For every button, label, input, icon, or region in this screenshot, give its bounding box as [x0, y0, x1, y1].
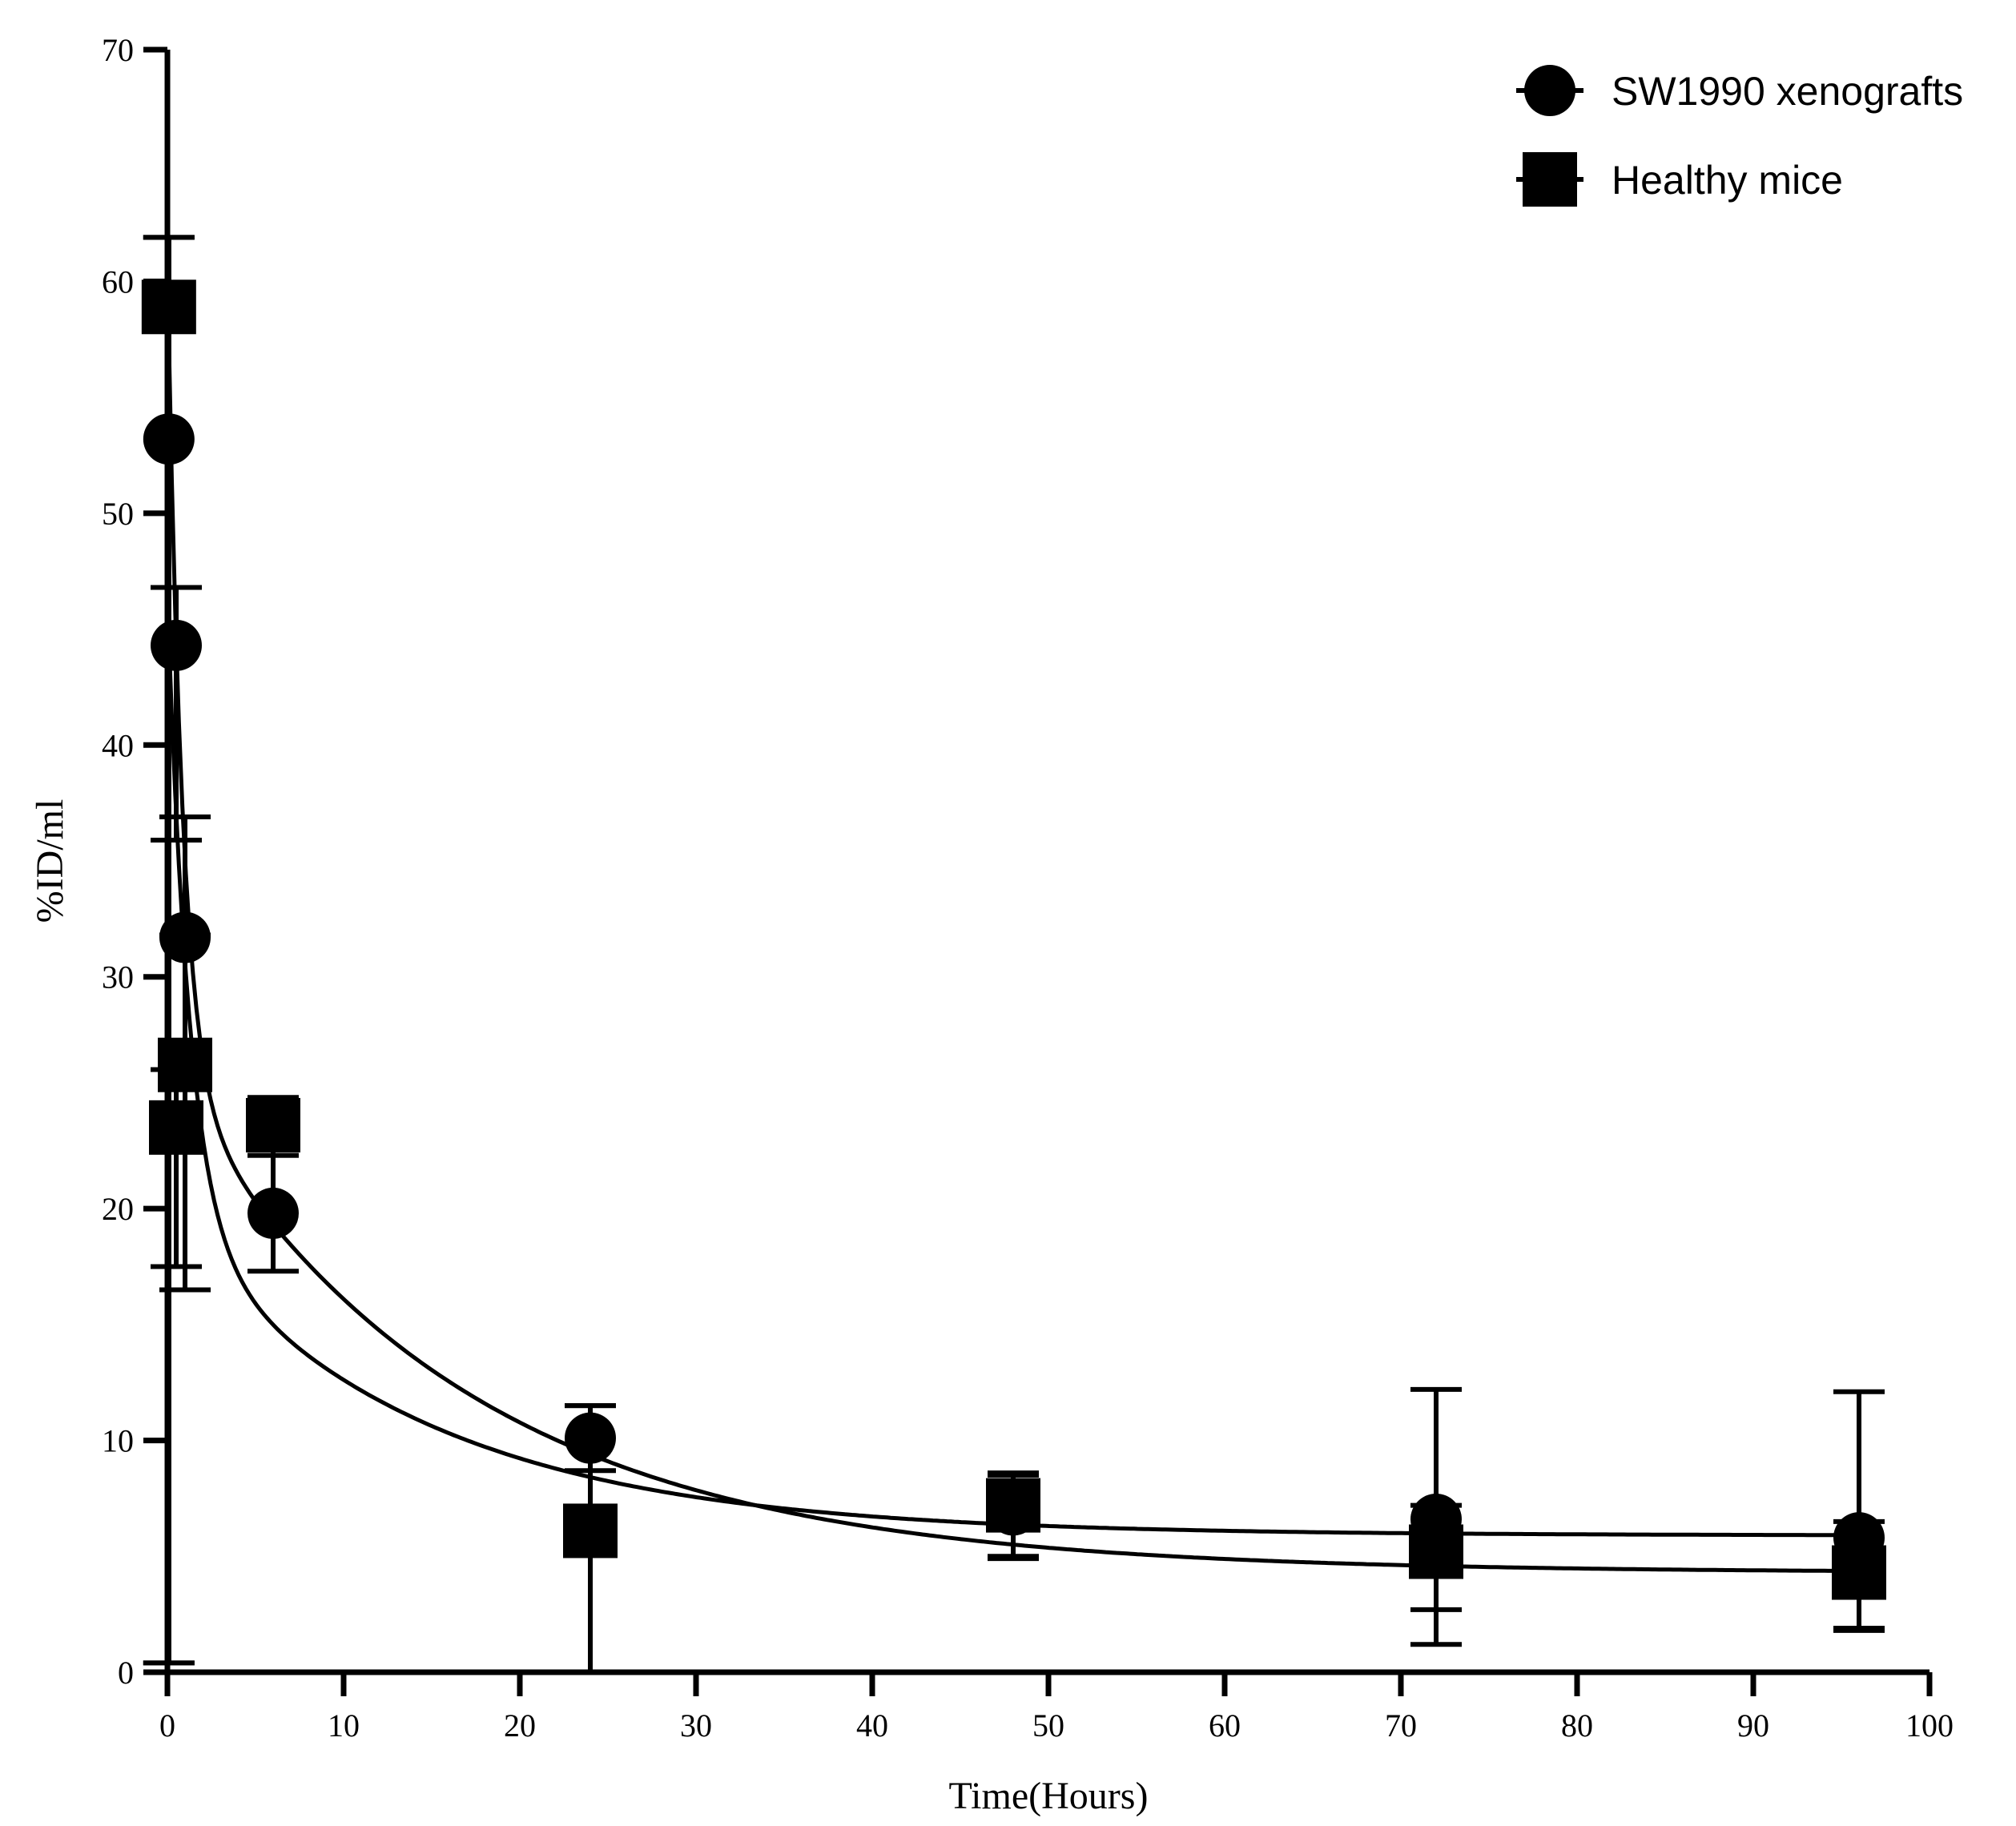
x-tick-label: 30 [680, 1707, 712, 1744]
legend-circle-marker [1524, 65, 1575, 116]
x-tick-label: 60 [1209, 1707, 1241, 1744]
legend-item-healthy: Healthy mice [1516, 152, 1843, 207]
data-point-square [986, 1478, 1040, 1533]
fit-curve-0 [166, 622, 1857, 1538]
x-tick-label: 100 [1905, 1707, 1954, 1744]
data-point-square [246, 1097, 300, 1152]
y-tick-label: 10 [102, 1423, 134, 1459]
x-axis-title: Time(Hours) [949, 1775, 1149, 1817]
data-point-circle [143, 413, 195, 465]
y-tick-label: 40 [102, 727, 134, 763]
data-point-square [141, 280, 196, 335]
y-tick-label: 70 [102, 32, 134, 68]
x-tick-label: 90 [1737, 1707, 1769, 1744]
legend-label-healthy: Healthy mice [1612, 158, 1843, 203]
data-point-square [1409, 1524, 1463, 1579]
data-point-circle [151, 619, 202, 671]
x-tick-label: 70 [1385, 1707, 1417, 1744]
x-tick-label: 20 [504, 1707, 536, 1744]
data-point-square [1832, 1545, 1886, 1600]
data-point-square [158, 1037, 212, 1092]
x-tick-label: 40 [856, 1707, 888, 1744]
fit-curves [166, 312, 1857, 1574]
y-tick-label: 60 [102, 263, 134, 300]
data-markers [141, 280, 1886, 1600]
legend-square-marker [1523, 152, 1577, 207]
fit-curve-1 [166, 312, 1857, 1574]
data-point-square [563, 1503, 618, 1559]
data-point-circle [159, 911, 211, 963]
y-tick-label: 0 [118, 1655, 134, 1691]
data-point-circle [247, 1187, 299, 1239]
y-tick-label: 20 [102, 1191, 134, 1227]
y-tick-label: 50 [102, 496, 134, 532]
x-tick-label: 50 [1032, 1707, 1064, 1744]
x-tick-label: 80 [1561, 1707, 1593, 1744]
x-tick-label: 0 [159, 1707, 175, 1744]
legend-item-sw1990: SW1990 xenografts [1516, 65, 1963, 116]
data-point-circle [565, 1412, 616, 1464]
legend-label-sw1990: SW1990 xenografts [1612, 69, 1963, 114]
error-bars [143, 235, 1885, 1672]
y-tick-label: 30 [102, 959, 134, 995]
legend: SW1990 xenografts Healthy mice [1516, 65, 1963, 207]
x-tick-label: 10 [328, 1707, 360, 1744]
y-axis-title: %ID/ml [29, 799, 71, 923]
data-point-square [149, 1100, 203, 1155]
axis-labels: Time(Hours) %ID/ml [29, 799, 1148, 1817]
